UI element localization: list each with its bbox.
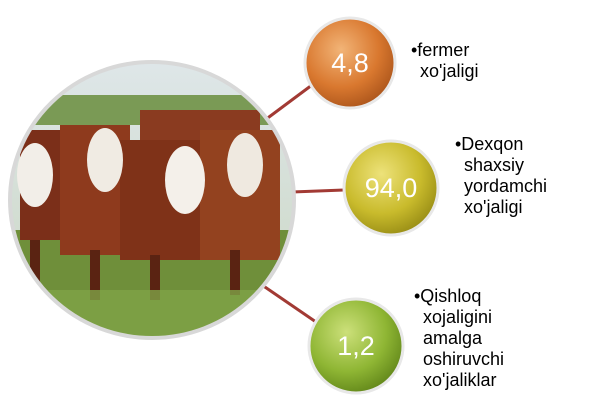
node-label: •fermer xo'jaligi [411, 40, 515, 82]
node-label: •Dexqon shaxsiy yordamchi xo'jaligi [455, 134, 574, 218]
node-value: 4,8 [331, 48, 369, 78]
cattle-photo [0, 50, 300, 360]
node-label: •Qishloq xojaligini amalga oshiruvchi xo… [414, 286, 533, 391]
node-value: 94,0 [365, 173, 418, 203]
node-value: 1,2 [337, 331, 375, 361]
page: {"nodes": [ {"value": "4,8", "label": "•… [0, 0, 601, 410]
